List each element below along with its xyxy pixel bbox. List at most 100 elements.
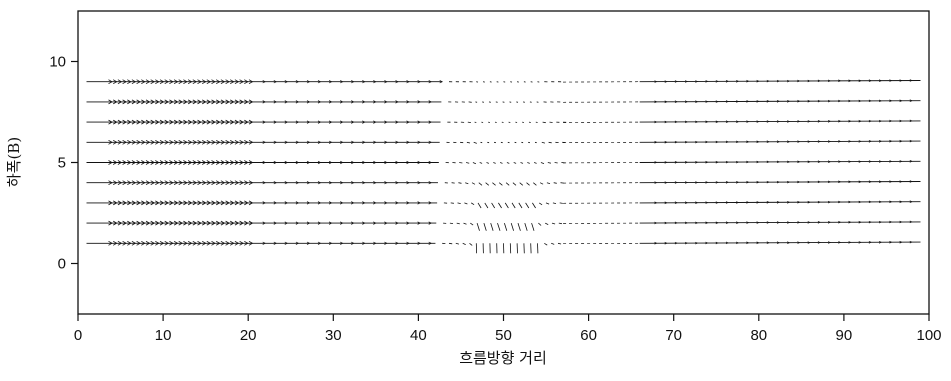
downstream-streamline [640, 141, 921, 142]
vector-arrow [491, 223, 493, 231]
downstream-streamline [640, 81, 921, 82]
vector-arrow [479, 183, 482, 186]
vector-arrow [463, 243, 466, 244]
vector-arrow [504, 223, 506, 231]
vector-arrow [464, 223, 467, 224]
vector-arrow [552, 223, 555, 224]
vector-arrow [521, 163, 524, 164]
vector-arrow [465, 183, 468, 184]
vector-arrow [492, 203, 495, 208]
vector-rows [87, 80, 921, 254]
vector-arrow [477, 223, 479, 231]
x-tick-label: 40 [410, 327, 427, 344]
vector-arrow [513, 183, 516, 186]
x-tick-label: 50 [495, 327, 512, 344]
vector-arrow [555, 163, 558, 164]
downstream-streamline [640, 222, 921, 223]
vector-arrow [519, 203, 522, 208]
vector-arrow [499, 183, 502, 186]
vector-arrow [548, 163, 551, 164]
vector-arrow [534, 163, 537, 164]
vector-arrow [500, 163, 502, 164]
vector-arrow [512, 203, 515, 208]
vector-arrow [459, 163, 462, 164]
downstream-streamline [640, 202, 921, 203]
vector-arrow [498, 203, 501, 208]
vector-arrow [546, 203, 549, 204]
vector-arrow [471, 203, 474, 205]
x-tick-label: 30 [325, 327, 342, 344]
vector-row [87, 140, 921, 144]
vector-row [87, 241, 921, 253]
vector-arrow [511, 223, 513, 231]
vector-arrow [514, 163, 516, 164]
vector-arrow [484, 223, 486, 231]
vector-arrow [542, 142, 545, 143]
vector-row [87, 120, 921, 124]
vector-arrow [498, 223, 501, 231]
vector-arrow [487, 163, 489, 164]
vector-arrow [467, 142, 470, 143]
x-tick-label: 10 [155, 327, 172, 344]
vector-arrow [458, 183, 461, 184]
vector-arrow [526, 203, 529, 208]
downstream-streamline [640, 121, 921, 122]
vector-arrow [539, 203, 542, 205]
vector-arrow [449, 243, 452, 244]
vector-row [87, 80, 921, 84]
vector-arrow [464, 203, 467, 204]
vector-row [87, 201, 921, 208]
vector-arrow [549, 142, 552, 143]
vector-arrow [470, 223, 473, 225]
vector-arrow [560, 203, 563, 204]
vector-arrow [543, 122, 546, 123]
vector-row [87, 221, 921, 231]
vector-arrow [468, 122, 471, 123]
vector-arrow [559, 223, 562, 224]
vector-arrow [527, 183, 530, 186]
vector-arrow [544, 243, 547, 245]
downstream-streamline [640, 161, 921, 162]
vector-arrow [527, 163, 530, 164]
vector-arrow [545, 223, 548, 225]
x-tick-label: 60 [580, 327, 597, 344]
vector-arrow [450, 223, 453, 224]
vector-arrow [525, 223, 527, 231]
vector-arrow [558, 243, 561, 244]
vector-arrow [478, 203, 481, 208]
vector-arrow [518, 223, 520, 231]
vector-arrow [457, 223, 460, 224]
vector-row [87, 181, 921, 186]
vector-arrow [541, 163, 544, 164]
vector-arrow [480, 163, 482, 164]
vector-arrow [470, 243, 473, 245]
vector-row [87, 100, 921, 104]
x-tick-label: 100 [916, 327, 941, 344]
x-tick-label: 0 [74, 327, 82, 344]
vector-arrow [532, 223, 534, 231]
x-tick-label: 80 [750, 327, 767, 344]
vector-arrow [474, 142, 477, 143]
x-axis-label: 흐름방향 거리 [459, 349, 547, 367]
vector-arrow [507, 163, 509, 164]
downstream-streamline [640, 242, 921, 243]
y-tick-label: 5 [58, 155, 66, 172]
vector-row [87, 160, 921, 164]
vector-arrow [456, 243, 459, 244]
vector-arrow [505, 203, 508, 208]
downstream-streamline [640, 101, 921, 102]
x-tick-label: 70 [665, 327, 682, 344]
vector-arrow [486, 183, 489, 186]
vector-arrow [553, 203, 556, 204]
y-axis-label: 하폭(B) [5, 137, 23, 187]
vector-arrow [485, 203, 488, 208]
vector-arrow [540, 183, 543, 185]
downstream-streamline [640, 182, 921, 183]
vector-arrow [547, 183, 550, 184]
vector-arrow [492, 183, 495, 186]
y-tick-label: 10 [49, 54, 66, 71]
vector-arrow [472, 183, 475, 185]
